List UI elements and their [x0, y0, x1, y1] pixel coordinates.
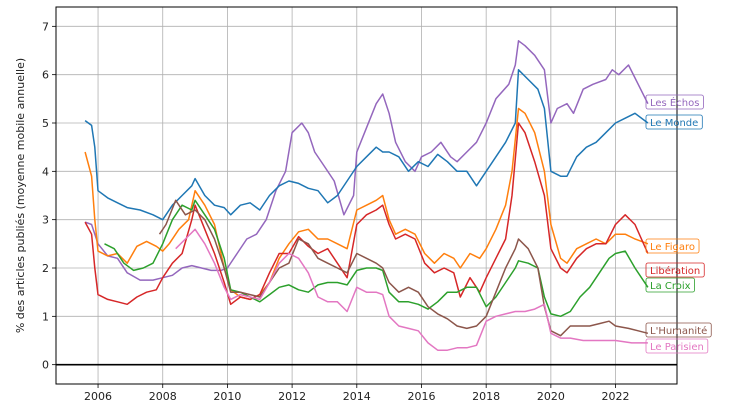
y-tick-label: 5 — [42, 117, 49, 130]
x-tick-label: 2020 — [537, 390, 565, 403]
series-line-Le Monde — [84, 69, 649, 221]
series-lines — [84, 40, 649, 351]
series-label-box — [645, 338, 709, 354]
x-tick-label: 2010 — [213, 390, 241, 403]
grid-lines — [56, 7, 677, 384]
series-label-box — [645, 94, 704, 110]
series-label: Les Échos — [650, 96, 699, 109]
series-label: L'Humanité — [650, 325, 707, 337]
series-line-Le Parisien — [175, 228, 648, 351]
series-line-Le Figaro — [84, 107, 649, 301]
series-label: Libération — [650, 265, 700, 277]
series-line-Les Échos — [84, 40, 649, 281]
x-tick-label: 2022 — [602, 390, 630, 403]
series-label-box — [645, 238, 700, 254]
y-tick-label: 4 — [42, 165, 49, 178]
y-tick-label: 6 — [42, 69, 49, 82]
series-line-La Croix — [104, 199, 649, 318]
x-tick-label: 2008 — [149, 390, 177, 403]
series-line-Libération — [84, 122, 649, 306]
series-line-L'Humanité — [158, 199, 649, 337]
x-axis-ticks: 2006 2008 2010 2012 2014 2016 2018 2020 2022 — [84, 384, 630, 403]
series-label-box — [645, 262, 705, 278]
x-tick-label: 2018 — [472, 390, 500, 403]
y-tick-label: 1 — [42, 310, 49, 323]
y-tick-label: 2 — [42, 262, 49, 275]
y-axis-ticks: 0 1 2 3 4 5 6 7 — [42, 20, 56, 372]
y-axis-label: % des articles publiés (moyenne mobile a… — [14, 58, 27, 333]
y-tick-label: 0 — [42, 359, 49, 372]
series-label-box — [645, 322, 712, 338]
series-label: La Croix — [650, 281, 691, 292]
x-tick-label: 2014 — [343, 390, 371, 403]
series-label-box — [645, 114, 703, 130]
x-tick-label: 2012 — [278, 390, 306, 403]
series-label: Le Monde — [650, 118, 698, 129]
x-tick-label: 2006 — [84, 390, 112, 403]
series-end-labels: Les Échos Le Monde Le Figaro Libération La C… — [645, 94, 712, 354]
series-label: Le Parisien — [650, 342, 704, 353]
series-label: Le Figaro — [650, 242, 695, 253]
x-tick-label: 2016 — [407, 390, 435, 403]
y-tick-label: 7 — [42, 20, 49, 33]
plot-frame — [55, 6, 678, 385]
series-label-box — [645, 277, 695, 293]
y-tick-label: 3 — [42, 214, 49, 227]
